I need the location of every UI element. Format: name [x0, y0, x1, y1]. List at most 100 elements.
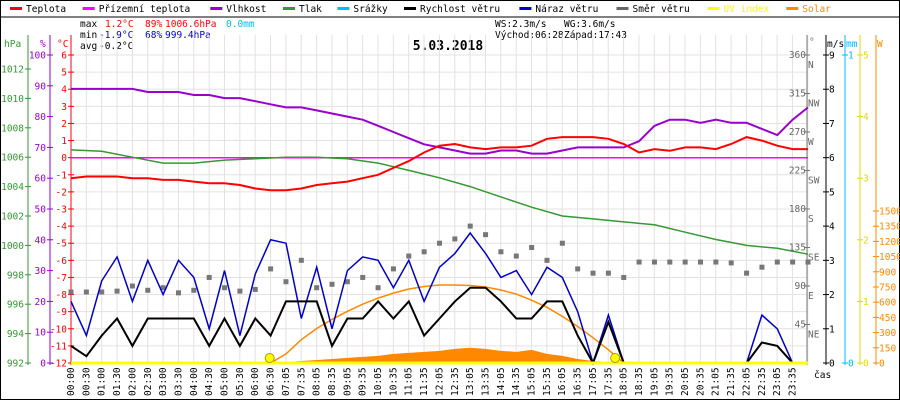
max-humidity: 89% [145, 19, 162, 30]
wind-axis-unit: m/s [827, 39, 844, 50]
legend-swatch [616, 7, 629, 10]
temperature-tick-label: -11 [50, 341, 67, 352]
direction-compass-label: W [808, 137, 814, 148]
wind-direction-point [498, 249, 504, 255]
direction-compass-label: N [808, 60, 814, 71]
wind-direction-point [206, 274, 212, 280]
time-tick-label: 20:35 [695, 367, 706, 396]
plot-area [68, 87, 811, 366]
wind-tick-label: 3 [829, 256, 835, 267]
wind-direction-point [559, 240, 565, 246]
legend-swatch [210, 7, 223, 10]
humidity-tick-label: 80 [35, 112, 47, 123]
humidity-axis-unit: % [40, 39, 46, 50]
wind-direction-point [590, 270, 596, 276]
sunrise-marker [264, 353, 275, 363]
solar-tick-label: 1050 [879, 252, 900, 263]
wind-tick-label: 4 [829, 222, 835, 233]
solar-tick-label: 1500 [879, 207, 900, 218]
wind-tick-label: 7 [829, 119, 835, 130]
legend-swatch [283, 7, 295, 10]
wind-tick-label: 1 [829, 324, 835, 335]
time-tick-label: 01:30 [112, 367, 123, 396]
wind-direction-point [222, 285, 228, 291]
humidity-tick-label: 100 [29, 51, 46, 62]
wind-tick-label: 0 [829, 359, 835, 370]
temperature-tick-label: -2 [56, 187, 67, 198]
wind-direction-point [483, 232, 489, 238]
wind-tick-label: 5 [829, 187, 835, 198]
direction-compass-label: S [808, 214, 814, 225]
direction-tick-label: 135 [789, 243, 806, 254]
stats-block: max 1.2°C 89% 1006.6hPa 0.0mm min -1.9°C… [80, 19, 627, 52]
temperature-tick-label: 0 [61, 153, 67, 164]
time-tick-label: 02:30 [143, 367, 154, 396]
max-temp: 1.2°C [105, 19, 134, 30]
time-tick-label: 17:35 [603, 367, 614, 396]
legend-swatch [337, 7, 350, 10]
pressure-axis-unit: hPa [4, 39, 21, 50]
wind-direction-point [68, 289, 74, 295]
min-pressure: 999.4hPa [165, 30, 211, 41]
wind-direction-point [390, 266, 396, 272]
wind-direction-point [728, 260, 734, 266]
humidity-tick-label: 60 [35, 174, 47, 185]
wind-tick-label: 6 [829, 153, 835, 164]
time-tick-label: 21:35 [726, 367, 737, 396]
avg-temp: -0.2°C [99, 41, 133, 52]
temperature-tick-label: -8 [56, 290, 68, 301]
rain-tick-label: 0 [848, 359, 854, 370]
time-tick-label: 03:00 [158, 367, 169, 396]
wind-direction-point [421, 249, 427, 255]
min-label: min [80, 30, 97, 41]
wind-direction-point [790, 259, 796, 265]
temperature-tick-label: -7 [56, 273, 67, 284]
wind-direction-point [682, 259, 688, 265]
temperature-tick-label: 6 [61, 51, 67, 62]
temperature-tick-label: -9 [56, 307, 68, 318]
legend-swatch [519, 7, 532, 10]
time-tick-label: 08:35 [327, 367, 338, 396]
wind-direction-point [805, 259, 811, 265]
direction-compass-label: SW [808, 176, 820, 187]
legend-label-7: Směr větru [633, 4, 690, 15]
min-humidity: 68% [145, 30, 162, 41]
time-tick-label: 10:05 [373, 367, 384, 396]
time-tick-label: 00:30 [81, 367, 92, 396]
time-tick-label: 07:35 [296, 367, 307, 396]
wind-speed-avg: WS:2.3m/s [495, 19, 546, 30]
pressure-tick-label: 994 [7, 329, 24, 340]
wind-direction-point [406, 253, 412, 259]
temperature-tick-label: -4 [56, 222, 68, 233]
legend-swatch [404, 7, 416, 10]
wind-direction-point [375, 285, 381, 291]
solar-tick-label: 750 [879, 283, 896, 294]
time-tick-label: 16:35 [573, 367, 584, 396]
uv-tick-label: 1 [863, 297, 869, 308]
pressure-tick-label: 1010 [1, 94, 24, 105]
direction-compass-label: NE [808, 330, 820, 341]
wind-direction-point [145, 287, 151, 293]
pressure-tick-label: 1012 [1, 65, 24, 76]
avg-label: avg [80, 41, 97, 52]
legend-label-8: UV index [724, 4, 770, 15]
time-tick-label: 04:00 [189, 367, 200, 396]
wind-direction-point [191, 287, 197, 293]
direction-tick-label: 90 [795, 281, 807, 292]
uv-tick-label: 5 [863, 51, 869, 62]
direction-tick-label: 45 [795, 320, 806, 331]
time-tick-label: 03:30 [173, 367, 184, 396]
rain-axis-unit: mm [846, 39, 858, 50]
wind-direction-point [513, 253, 519, 259]
time-tick-label: 05:30 [235, 367, 246, 396]
wind-direction-point [329, 281, 335, 287]
wind-direction-point [83, 289, 89, 295]
time-tick-label: 13:35 [480, 367, 491, 396]
legend-label-3: Tlak [299, 4, 322, 15]
time-tick-label: 14:35 [511, 367, 522, 396]
time-tick-label: 02:00 [127, 367, 138, 396]
time-tick-label: 09:05 [342, 367, 353, 396]
time-tick-label: 11:35 [419, 367, 430, 396]
